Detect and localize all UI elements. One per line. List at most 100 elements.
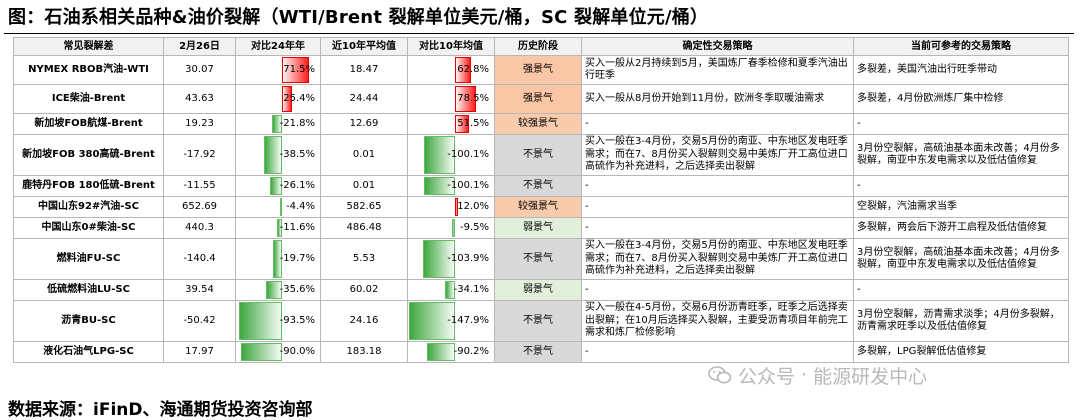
table-header-row: 常见裂解差 2月26日 对比24年年 近10年平均值 对比10年均值 历史阶段 … <box>13 37 1069 56</box>
table-row: 沥青BU-SC -50.42 -93.5% 24.16 -147.9% 不景气 买入一般在4… <box>13 300 1069 342</box>
vs24-bar <box>276 219 283 237</box>
stage-badge: 弱景气 <box>494 279 582 301</box>
row-value: -50.42 <box>163 300 236 342</box>
vs10-bar <box>408 302 456 340</box>
vs10-bar <box>455 86 476 112</box>
row-name: 鹿特丹FOB 180低硫-Brent <box>13 175 164 197</box>
vs10-cell: -9.5% <box>407 217 495 239</box>
table-row: 新加坡FOB航煤-Brent 19.23 -21.8% 12.69 51.5% 较强景气 -… <box>13 113 1069 135</box>
current-strategy: - <box>853 175 1069 197</box>
row-value: 43.63 <box>163 84 236 114</box>
deterministic-strategy: 买入一般在4-5月份，交易6月份沥青旺季，旺季之后选择卖出裂解；在10月后选择买… <box>581 300 854 342</box>
row-avg10: 486.48 <box>320 217 408 239</box>
table-row: NYMEX RBOB汽油-WTI 30.07 71.5% 18.47 62.8% 强景气买… <box>13 55 1069 85</box>
vs24-cell: -26.1% <box>235 175 321 197</box>
vs24-bar <box>282 86 292 112</box>
vs10-bar <box>452 219 456 237</box>
current-strategy: 3月份空裂解，高硫油基本面未改善；4月份多裂解，南亚中东发电需求以及低估值修复 <box>853 238 1069 280</box>
stage-badge: 较强景气 <box>494 196 582 218</box>
stage-badge: 不景气 <box>494 238 582 280</box>
crack-spread-table: 常见裂解差 2月26日 对比24年年 近10年平均值 对比10年均值 历史阶段 … <box>13 37 1069 363</box>
table-row: 鹿特丹FOB 180低硫-Brent -11.55 -26.1% 0.01 -100.1… <box>13 175 1069 197</box>
wechat-icon <box>708 366 732 384</box>
row-name: 低硫燃料油LU-SC <box>13 279 164 301</box>
vs24-value: -4.4% <box>285 201 315 212</box>
deterministic-strategy: - <box>581 341 854 363</box>
header-cell: 当前可参考的交易策略 <box>853 37 1069 56</box>
vs10-value: -103.9% <box>447 253 489 264</box>
table-row: 低硫燃料油LU-SC 39.54 -35.6% 60.02 -34.1% 弱景气 - - <box>13 279 1069 301</box>
current-strategy: 多裂差，4月份欧洲炼厂集中检修 <box>853 84 1069 114</box>
vs10-cell: -34.1% <box>407 279 495 301</box>
stage-badge: 不景气 <box>494 341 582 363</box>
vs24-value: -38.5% <box>279 149 315 160</box>
table-row: 中国山东92#汽油-SC 652.69 -4.4% 582.65 12.0% 较强景气 - 空… <box>13 196 1069 218</box>
vs10-value: -100.1% <box>447 180 489 191</box>
deterministic-strategy: 买入一般从8月份开始到11月份，欧洲冬季取暖油需求 <box>581 84 854 114</box>
vs10-value: 62.8% <box>457 64 489 75</box>
deterministic-strategy: - <box>581 217 854 239</box>
row-name: 液化石油气LPG-SC <box>13 341 164 363</box>
vs24-cell: -93.5% <box>235 300 321 342</box>
stage-badge: 不景气 <box>494 134 582 176</box>
vs10-cell: -147.9% <box>407 300 495 342</box>
vs10-bar <box>455 115 469 133</box>
vs24-cell: -38.5% <box>235 134 321 176</box>
row-name: 新加坡FOB航煤-Brent <box>13 113 164 135</box>
row-name: 沥青BU-SC <box>13 300 164 342</box>
header-cell: 对比10年均值 <box>407 37 495 56</box>
current-strategy: - <box>853 279 1069 301</box>
vs24-cell: -90.0% <box>235 341 321 363</box>
header-cell: 历史阶段 <box>494 37 582 56</box>
row-value: -17.92 <box>163 134 236 176</box>
vs10-cell: 51.5% <box>407 113 495 135</box>
row-name: NYMEX RBOB汽油-WTI <box>13 55 164 85</box>
row-avg10: 60.02 <box>320 279 408 301</box>
row-avg10: 183.18 <box>320 341 408 363</box>
vs24-value: -90.0% <box>279 346 315 357</box>
vs24-bar <box>270 177 283 195</box>
deterministic-strategy: - <box>581 175 854 197</box>
row-name: 燃料油FU-SC <box>13 238 164 280</box>
deterministic-strategy: 买入一般从2月持续到5月，美国炼厂春季检修和夏季汽油出行旺季 <box>581 55 854 85</box>
vs24-cell: -19.7% <box>235 238 321 280</box>
vs10-bar <box>423 177 456 195</box>
stage-badge: 不景气 <box>494 175 582 197</box>
current-strategy: - <box>853 113 1069 135</box>
row-avg10: 18.47 <box>320 55 408 85</box>
row-avg10: 0.01 <box>320 175 408 197</box>
vs10-cell: -103.9% <box>407 238 495 280</box>
row-avg10: 12.69 <box>320 113 408 135</box>
watermark: 公众号 · 能源研发中心 <box>708 364 927 388</box>
current-strategy: 3月份空裂解，沥青需求淡季；4月份多裂解，沥青需求旺季以及低估值修复 <box>853 300 1069 342</box>
vs10-cell: -90.2% <box>407 341 495 363</box>
vs10-value: -9.5% <box>459 222 489 233</box>
vs24-value: 25.4% <box>283 93 315 104</box>
deterministic-strategy: - <box>581 196 854 218</box>
vs24-bar <box>264 136 283 174</box>
stage-badge: 不景气 <box>494 300 582 342</box>
vs24-bar <box>280 198 283 216</box>
header-cell: 对比24年年 <box>235 37 321 56</box>
vs10-value: -34.1% <box>453 284 489 295</box>
stage-badge: 强景气 <box>494 55 582 85</box>
deterministic-strategy: 买入一般在3-4月份，交易5月份的南亚、中东地区发电旺季需求；而在7、8月份买入… <box>581 238 854 280</box>
vs24-cell: -11.6% <box>235 217 321 239</box>
row-value: -140.4 <box>163 238 236 280</box>
vs24-value: -93.5% <box>279 315 315 326</box>
current-strategy: 多裂解，两会后下游开工启程及低估值修复 <box>853 217 1069 239</box>
vs24-value: -19.7% <box>279 253 315 264</box>
vs10-bar <box>426 343 456 361</box>
vs24-bar <box>265 281 283 299</box>
table-row: 新加坡FOB 380高硫-Brent -17.92 -38.5% 0.01 -100.1… <box>13 134 1069 176</box>
header-cell: 近10年平均值 <box>320 37 408 56</box>
vs10-value: -100.1% <box>447 149 489 160</box>
vs24-cell: -35.6% <box>235 279 321 301</box>
row-name: 中国山东92#汽油-SC <box>13 196 164 218</box>
row-name: ICE柴油-Brent <box>13 84 164 114</box>
deterministic-strategy: 买入一般在3-4月份，交易5月份的南亚、中东地区发电旺季需求；而在7、8月份买入… <box>581 134 854 176</box>
stage-badge: 强景气 <box>494 84 582 114</box>
vs24-bar <box>272 115 283 133</box>
row-avg10: 24.44 <box>320 84 408 114</box>
row-avg10: 0.01 <box>320 134 408 176</box>
